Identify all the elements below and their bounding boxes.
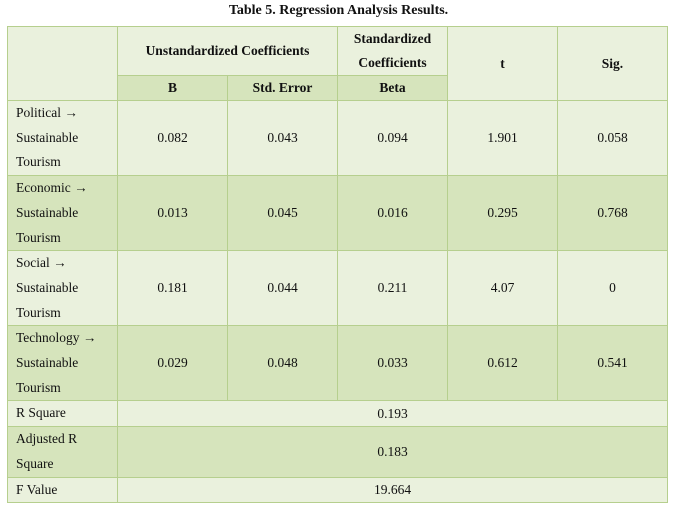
std-error-value: 0.045 [227,175,338,252]
sig-value: 0 [557,250,668,327]
r-square-value: 0.193 [117,400,668,428]
sig-value: 0.058 [557,99,668,177]
row-label-line: Political → [16,105,78,120]
t-value: 4.07 [447,250,558,327]
b-value: 0.029 [117,325,228,402]
standardized-label-1: Standardized [353,31,432,46]
t-value: 1.901 [447,99,558,177]
row-label-line: Sustainable [16,204,79,220]
row-label-line: Tourism [16,379,61,395]
adjusted-r-square-label: Adjusted R Square [7,426,118,478]
beta-value: 0.211 [337,250,448,327]
row-label-line: Economic → [16,180,88,196]
f-value-label: F Value [7,476,118,504]
row-label-line: Sustainable [16,279,79,295]
row-label-line: Tourism [16,229,61,245]
table-row: Technology → Sustainable Tourism 0.029 0… [7,325,668,402]
b-value: 0.013 [117,175,228,252]
adjusted-r-square-value: 0.183 [117,426,668,478]
beta-value: 0.016 [337,175,448,252]
standardized-label-2: Coefficients [358,55,427,70]
b-value: 0.082 [117,99,228,177]
label-line: Square [16,455,54,471]
row-label: Political → Sustainable Tourism [7,99,118,177]
row-label-line: Tourism [16,154,61,170]
label-line: Adjusted R [16,431,78,447]
table-row: Economic → Sustainable Tourism 0.013 0.0… [7,175,668,252]
summary-row-r-square: R Square 0.193 [7,400,668,428]
row-label: Economic → Sustainable Tourism [7,175,118,252]
regression-table: Unstandardized Coefficients Standardized… [7,26,668,504]
sig-header: Sig. [557,26,668,101]
std-error-value: 0.044 [227,250,338,327]
std-error-value: 0.043 [227,99,338,177]
t-header: t [447,26,558,101]
row-label-line: Social → [16,255,67,271]
sig-value: 0.541 [557,325,668,402]
summary-row-f-value: F Value 19.664 [7,476,668,504]
corner-cell [7,26,118,101]
b-value: 0.181 [117,250,228,327]
standardized-header: Standardized Coefficients [337,26,448,76]
table-caption: Table 5. Regression Analysis Results. [228,3,449,18]
t-value: 0.612 [447,325,558,402]
beta-value: 0.094 [337,99,448,177]
t-value: 0.295 [447,175,558,252]
std-error-header: Std. Error [227,75,338,101]
table-row: Social → Sustainable Tourism 0.181 0.044… [7,250,668,327]
row-label: Technology → Sustainable Tourism [7,325,118,402]
b-header: B [117,75,228,101]
row-label-line: Tourism [16,304,61,320]
std-error-value: 0.048 [227,325,338,402]
table-row: Political → Sustainable Tourism 0.082 0.… [7,99,668,177]
row-label: Social → Sustainable Tourism [7,250,118,327]
f-value: 19.664 [117,476,668,504]
beta-value: 0.033 [337,325,448,402]
row-label-line: Sustainable [16,129,79,145]
sig-value: 0.768 [557,175,668,252]
unstandardized-header: Unstandardized Coefficients [117,26,338,76]
row-label-line: Sustainable [16,355,79,371]
r-square-label: R Square [7,400,118,428]
row-label-line: Technology → [16,330,97,346]
summary-row-adjusted-r-square: Adjusted R Square 0.183 [7,426,668,478]
beta-header: Beta [337,75,448,101]
